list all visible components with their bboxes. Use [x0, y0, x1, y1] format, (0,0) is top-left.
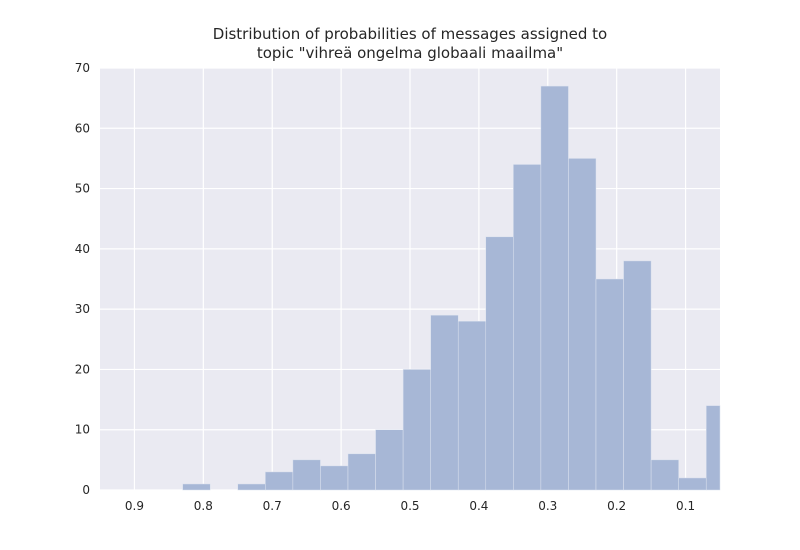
- histogram-bar: [485, 236, 514, 491]
- x-tick-label: 0.8: [194, 499, 213, 513]
- x-tick-label: 0.7: [263, 499, 282, 513]
- histogram-bar: [623, 260, 652, 491]
- histogram-bar: [705, 405, 721, 491]
- histogram-bar: [182, 483, 211, 491]
- histogram-bar: [237, 483, 266, 491]
- histogram-bar: [292, 459, 321, 491]
- y-tick-label: 60: [75, 121, 90, 135]
- histogram-bar: [650, 459, 679, 491]
- x-tick-label: 0.2: [607, 499, 626, 513]
- histogram-bar: [678, 477, 707, 491]
- chart-title-line-1: Distribution of probabilities of message…: [213, 25, 607, 43]
- histogram-bar: [402, 369, 431, 491]
- x-tick-label: 0.9: [125, 499, 144, 513]
- x-tick-label: 0.4: [469, 499, 488, 513]
- y-axis-tick-labels: 0 10 20 30 40 50 60 70: [75, 61, 90, 497]
- y-tick-label: 70: [75, 61, 90, 75]
- histogram-bar: [375, 429, 404, 491]
- y-tick-label: 0: [82, 483, 90, 497]
- histogram-bars: [182, 85, 721, 491]
- histogram-bar: [595, 278, 624, 491]
- histogram-bar: [430, 314, 459, 491]
- y-tick-label: 20: [75, 362, 90, 376]
- x-tick-label: 0.6: [332, 499, 351, 513]
- histogram-bar: [540, 85, 569, 491]
- y-tick-label: 40: [75, 242, 90, 256]
- histogram-bar: [347, 453, 376, 491]
- x-tick-label: 0.3: [538, 499, 557, 513]
- y-tick-label: 50: [75, 182, 90, 196]
- histogram-bar: [513, 164, 542, 491]
- histogram-bar: [320, 465, 349, 491]
- chart-title: Distribution of probabilities of message…: [213, 25, 607, 62]
- x-tick-label: 0.5: [400, 499, 419, 513]
- histogram-bar: [265, 471, 294, 491]
- x-tick-label: 0.1: [676, 499, 695, 513]
- histogram-bar: [457, 320, 487, 491]
- chart-title-line-2: topic "vihreä ongelma globaali maailma": [257, 44, 563, 62]
- y-tick-label: 30: [75, 302, 90, 316]
- x-axis-tick-labels: 0.9 0.8 0.7 0.6 0.5 0.4 0.3 0.2 0.1: [125, 499, 695, 513]
- y-tick-label: 10: [75, 423, 90, 437]
- histogram-bar: [568, 158, 597, 491]
